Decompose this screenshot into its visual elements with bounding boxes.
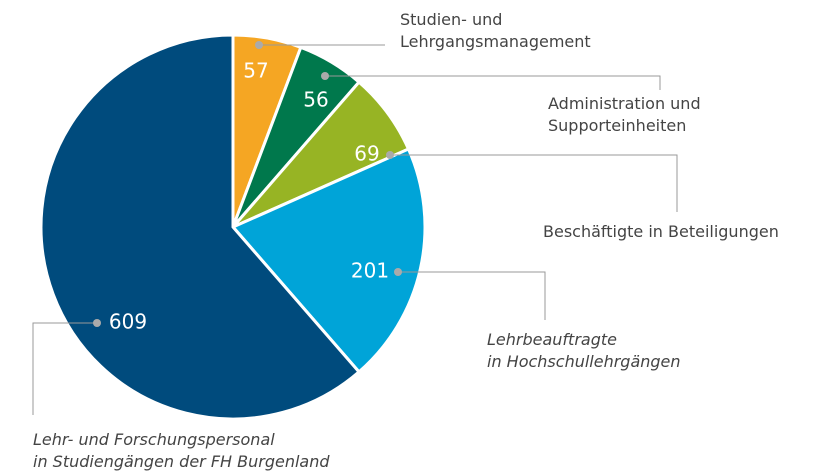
category-label: Lehr- und Forschungspersonal in Studieng… — [33, 430, 330, 471]
category-label: Lehrbeauftragte in Hochschullehrgängen — [487, 330, 681, 371]
value-label: 56 — [303, 88, 328, 112]
category-label: Beschäftigte in Beteiligungen — [543, 222, 779, 241]
category-label: Studien- und Lehrgangsmanagement — [400, 10, 591, 51]
pie-slice — [39, 33, 362, 421]
leader-dot — [255, 41, 263, 49]
leader-dot — [321, 72, 329, 80]
category-label: Administration und Supporteinheiten — [548, 94, 701, 135]
value-label: 57 — [243, 59, 268, 83]
leader-line — [390, 154, 678, 212]
leader-line — [32, 322, 97, 415]
value-label: 201 — [351, 259, 389, 283]
leader-line — [325, 75, 661, 90]
leader-dot — [386, 151, 394, 159]
value-label: 69 — [354, 142, 379, 166]
leader-dot — [394, 268, 402, 276]
value-label: 609 — [109, 310, 147, 334]
leader-dot — [93, 319, 101, 327]
pie-slice — [230, 147, 427, 375]
leader-line — [398, 271, 546, 320]
